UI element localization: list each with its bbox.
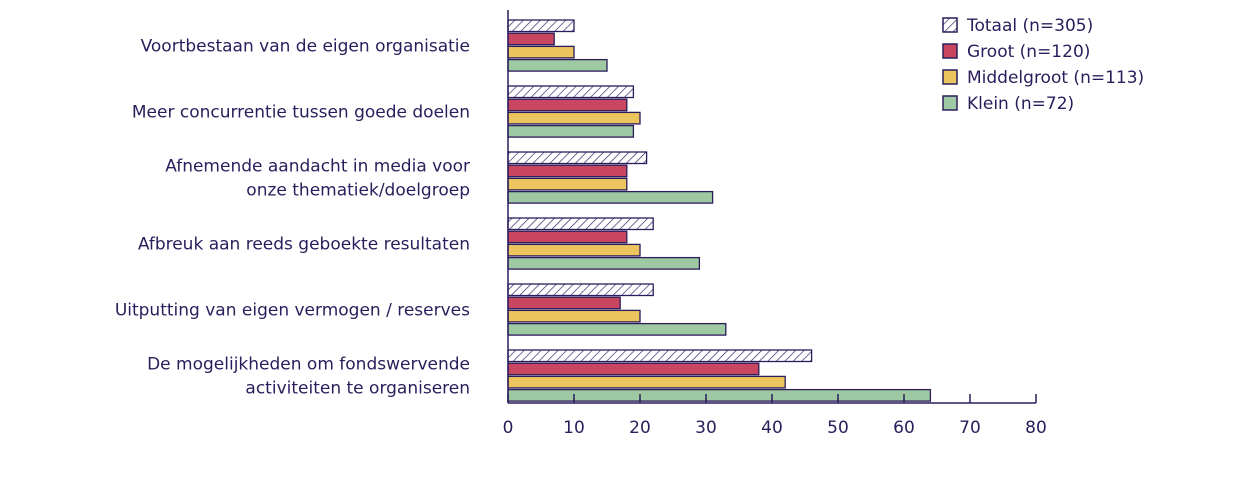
- x-tick-label-40: 40: [761, 418, 783, 438]
- legend-swatch-4: [942, 95, 958, 111]
- legend-swatch-3: [942, 69, 958, 85]
- bar-2-5: [507, 296, 621, 310]
- bar-4-3: [507, 190, 714, 204]
- bars-layer: [507, 19, 932, 402]
- bar-1-4: [507, 217, 654, 231]
- bar-4-6: [507, 388, 932, 402]
- legend-label-1: Totaal (n=305): [966, 16, 1093, 36]
- bar-3-1: [507, 45, 575, 59]
- bar-3-6: [507, 375, 786, 389]
- bar-1-5: [507, 283, 654, 297]
- category-label-4: Afbreuk aan reeds geboekte resultaten: [138, 235, 470, 255]
- x-tick-label-10: 10: [563, 418, 585, 438]
- bar-1-6: [507, 349, 813, 363]
- bar-3-3: [507, 177, 628, 191]
- bar-2-3: [507, 164, 628, 178]
- legend-swatch-1: [942, 17, 958, 33]
- bar-2-1: [507, 32, 555, 46]
- x-tick-label-70: 70: [959, 418, 981, 438]
- bar-4-1: [507, 58, 608, 72]
- bar-4-5: [507, 322, 727, 336]
- legend-label-4: Klein (n=72): [967, 94, 1074, 114]
- x-tick-label-80: 80: [1025, 418, 1047, 438]
- x-tick-label-30: 30: [695, 418, 717, 438]
- category-label-2: Meer concurrentie tussen goede doelen: [132, 103, 470, 123]
- x-tick-label-0: 0: [503, 418, 514, 438]
- x-tick-label-50: 50: [827, 418, 849, 438]
- bar-4-4: [507, 256, 701, 270]
- category-label-6: De mogelijkheden om fondswervende activit…: [147, 355, 470, 399]
- category-label-5: Uitputting van eigen vermogen / reserves: [115, 301, 470, 321]
- x-tick-label-20: 20: [629, 418, 651, 438]
- legend-swatch-2: [942, 43, 958, 59]
- bar-3-4: [507, 243, 641, 257]
- x-tick-label-60: 60: [893, 418, 915, 438]
- category-label-1: Voortbestaan van de eigen organisatie: [141, 37, 470, 57]
- bar-2-2: [507, 98, 628, 112]
- legend-label-2: Groot (n=120): [967, 42, 1090, 62]
- legend: Totaal (n=305) Groot (n=120) Middelgroot (…: [942, 16, 1144, 114]
- bar-1-3: [507, 151, 648, 165]
- x-axis: 0 10 20 30 40 50 60 70 80: [503, 10, 1047, 438]
- bar-2-4: [507, 230, 628, 244]
- bar-1-2: [507, 85, 635, 99]
- bar-2-6: [507, 362, 760, 376]
- bar-4-2: [507, 124, 635, 138]
- bar-3-2: [507, 111, 641, 125]
- category-labels: Voortbestaan van de eigen organisatie Mee…: [115, 37, 470, 399]
- bar-3-5: [507, 309, 641, 323]
- bar-1-1: [507, 19, 575, 33]
- category-label-3: Afnemende aandacht in media voor onze the…: [165, 157, 470, 201]
- legend-label-3: Middelgroot (n=113): [967, 68, 1144, 88]
